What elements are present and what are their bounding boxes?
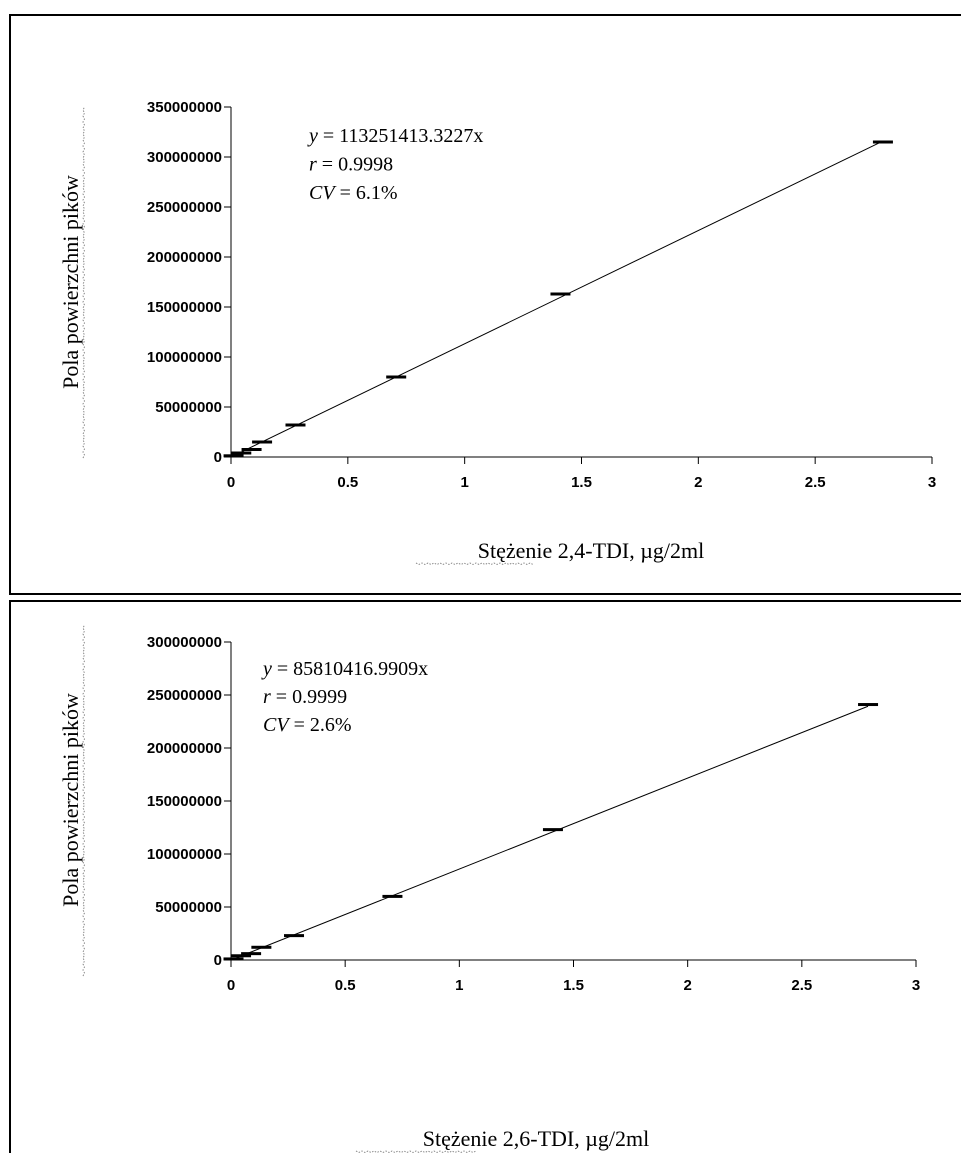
data-point <box>382 894 403 898</box>
spellcheck-underline-y-title <box>82 106 86 459</box>
chart-panel-2-4-tdi: 0 50000000 100000000 150000000 200000000 2500… <box>9 14 961 595</box>
x-tick-label: 1.5 <box>571 474 592 491</box>
y-tick-label: 150000000 <box>147 299 222 316</box>
data-point <box>872 140 893 144</box>
y-tick-label: 50000000 <box>155 899 222 916</box>
data-point <box>231 451 252 455</box>
equation-value: = 0.9998 <box>317 154 393 176</box>
chart-2-6-tdi: 0 50000000 100000000 150000000 200000000 2500… <box>58 624 920 1154</box>
data-point <box>252 440 273 444</box>
y-tick-label: 150000000 <box>147 793 222 810</box>
equation-value: = 0.9999 <box>271 686 347 708</box>
chart-panel-2-6-tdi: 0 50000000 100000000 150000000 200000000 2500… <box>9 600 961 1154</box>
data-point <box>386 375 407 379</box>
x-tick-label: 3 <box>928 474 936 491</box>
y-tick-label: 50000000 <box>155 399 222 416</box>
equation-line: y = 85810416.9909x <box>261 658 428 680</box>
y-tick-label: 250000000 <box>147 199 222 216</box>
data-point <box>231 954 252 958</box>
equation-line: r = 0.9998 <box>309 154 393 176</box>
data-point <box>223 454 244 458</box>
equation-variable: r <box>309 154 317 176</box>
y-tick-label: 0 <box>214 449 222 466</box>
chart-2-4-tdi: 0 50000000 100000000 150000000 200000000 2500… <box>58 99 936 566</box>
y-tick-label: 100000000 <box>147 349 222 366</box>
x-tick-label: 1 <box>455 977 463 994</box>
x-tick-label: 1 <box>460 474 468 491</box>
x-tick-label: 0.5 <box>337 474 358 491</box>
equation-variable: CV <box>263 714 291 736</box>
regression-line <box>230 705 869 961</box>
equation-variable: y <box>261 658 272 680</box>
equation-line: CV = 2.6% <box>263 714 352 736</box>
x-tick-label: 0.5 <box>335 977 356 994</box>
equation-value: = 2.6% <box>289 714 352 736</box>
data-point <box>284 934 305 938</box>
data-point <box>550 292 571 296</box>
y-tick-label: 100000000 <box>147 846 222 863</box>
equation-value: = 113251413.3227x <box>318 125 484 147</box>
equation-value: = 85810416.9909x <box>272 658 428 680</box>
equation-line: CV = 6.1% <box>309 182 398 204</box>
x-axis-title: Stężenie 2,6-TDI, µg/2ml <box>423 1126 650 1151</box>
equation-variable: y <box>307 125 318 147</box>
equation-variable: r <box>263 686 271 708</box>
equation-value: = 6.1% <box>335 182 398 204</box>
data-point <box>223 957 244 961</box>
equation-line: y = 113251413.3227x <box>307 125 483 147</box>
data-point <box>241 952 262 956</box>
data-point <box>241 448 262 451</box>
spellcheck-underline-y-title <box>82 624 86 977</box>
data-point <box>251 945 272 949</box>
y-tick-label: 300000000 <box>147 634 222 651</box>
y-tick-label: 250000000 <box>147 687 222 704</box>
data-point <box>858 703 879 707</box>
x-tick-label: 0 <box>227 977 235 994</box>
equation-line: r = 0.9999 <box>263 686 347 708</box>
x-tick-label: 1.5 <box>563 977 584 994</box>
x-tick-label: 2 <box>694 474 702 491</box>
spellcheck-underline-x-title <box>355 1150 477 1154</box>
data-point <box>542 828 563 832</box>
y-axis-title: Pola powierzchni pików <box>58 693 83 907</box>
data-point <box>285 423 306 427</box>
y-tick-label: 0 <box>214 952 222 969</box>
x-tick-label: 2.5 <box>805 474 826 491</box>
y-tick-label: 200000000 <box>147 249 222 266</box>
y-tick-label: 300000000 <box>147 149 222 166</box>
x-tick-label: 2.5 <box>791 977 812 994</box>
x-axis-title: Stężenie 2,4-TDI, µg/2ml <box>478 538 705 563</box>
regression-line <box>230 140 884 458</box>
x-tick-label: 2 <box>683 977 691 994</box>
spellcheck-underline-x-title <box>415 562 534 566</box>
y-axis-title: Pola powierzchni pików <box>58 175 83 389</box>
y-tick-label: 200000000 <box>147 740 222 757</box>
x-tick-label: 0 <box>227 474 235 491</box>
x-tick-label: 3 <box>912 977 920 994</box>
equation-variable: CV <box>309 182 337 204</box>
y-tick-label: 350000000 <box>147 99 222 116</box>
